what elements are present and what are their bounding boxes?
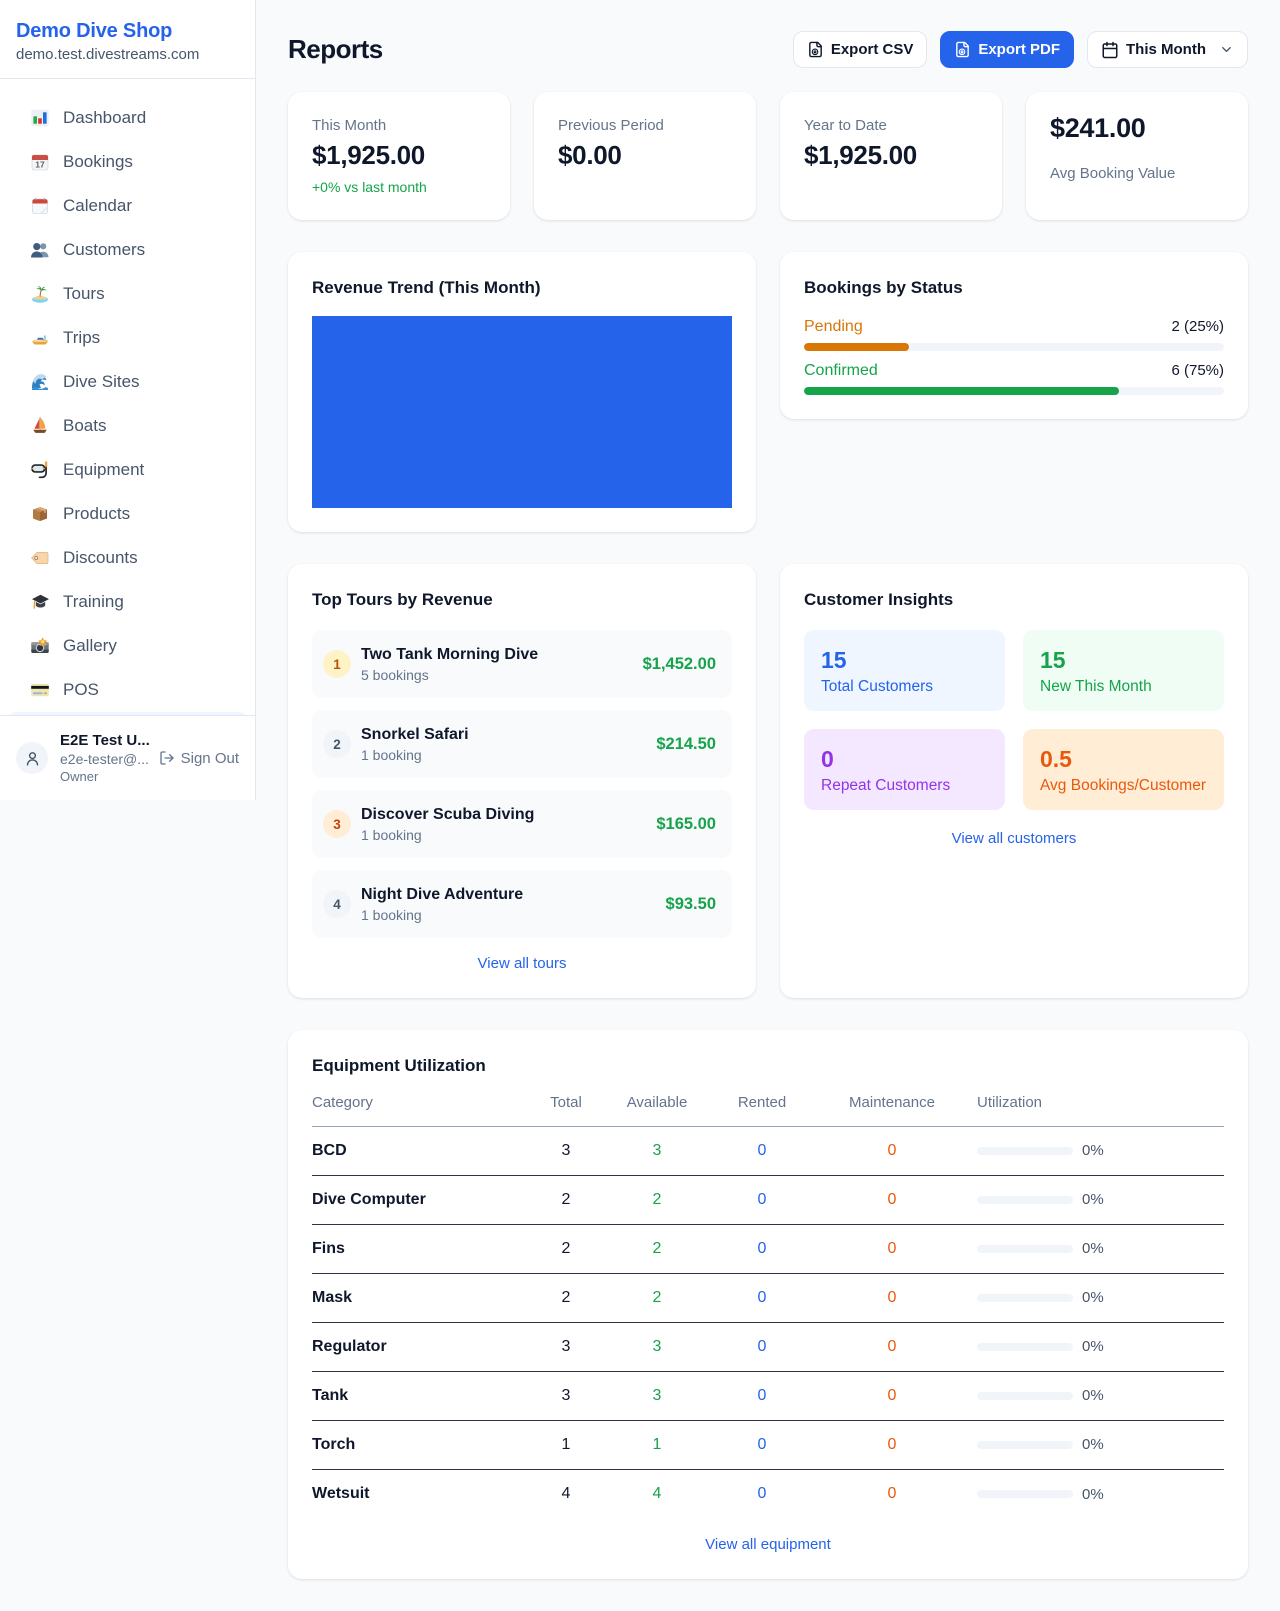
svg-text:17: 17 — [35, 160, 45, 170]
